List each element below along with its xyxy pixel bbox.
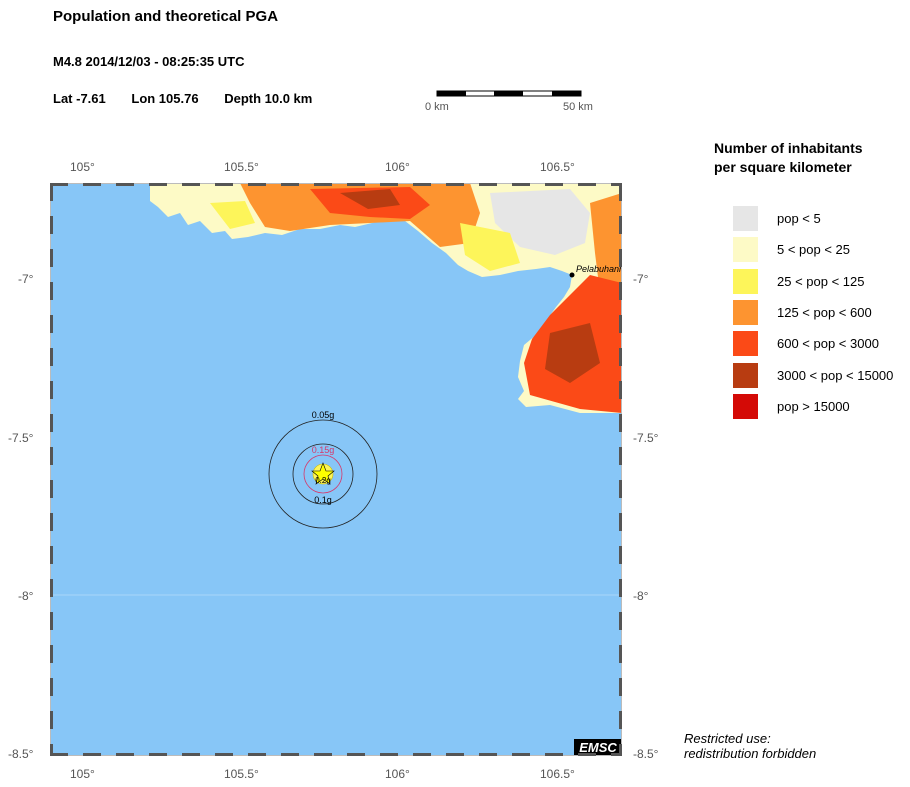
legend-title: Number of inhabitants per square kilomet… xyxy=(714,139,863,177)
legend-swatch xyxy=(733,300,758,325)
restricted-line2: redistribution forbidden xyxy=(684,746,817,761)
scale-end-label: 50 km xyxy=(563,101,593,113)
x-tick-top-106: 106° xyxy=(385,160,410,174)
y-tick-left-7: -7° xyxy=(18,272,34,286)
city-label: Pelabuhanratu xyxy=(576,264,622,274)
legend-title-line2: per square kilometer xyxy=(714,159,852,175)
x-tick-top-106-5: 106.5° xyxy=(540,160,575,174)
legend-label: 125 < pop < 600 xyxy=(777,305,872,320)
land-orange-east xyxy=(590,193,622,303)
pga-ring-inner xyxy=(303,454,343,494)
pga-label-core: 0.2g xyxy=(315,476,331,485)
map-frame xyxy=(50,183,622,756)
y-tick-right-7-5: -7.5° xyxy=(633,431,659,445)
y-tick-right-8-5: -8.5° xyxy=(633,747,659,761)
legend-label: 25 < pop < 125 xyxy=(777,274,865,289)
legend-title-line1: Number of inhabitants xyxy=(714,140,863,156)
y-tick-left-7-5: -7.5° xyxy=(8,431,34,445)
legend-swatch xyxy=(733,269,758,294)
credit-label: EMSC xyxy=(579,740,617,755)
x-tick-bottom-106: 106° xyxy=(385,767,410,781)
restricted-note: Restricted use: redistribution forbidden xyxy=(684,731,816,761)
x-tick-top-105-5: 105.5° xyxy=(224,160,259,174)
credit-badge xyxy=(574,739,622,756)
epicenter-star-icon xyxy=(311,462,335,485)
y-tick-left-8-5: -8.5° xyxy=(8,747,34,761)
x-tick-top-105: 105° xyxy=(70,160,95,174)
legend-label: 5 < pop < 25 xyxy=(777,242,851,257)
legend-swatch xyxy=(733,363,758,388)
legend-label: pop > 15000 xyxy=(777,399,850,414)
longitude-label: Lon 105.76 xyxy=(131,91,199,106)
depth-label: Depth 10.0 km xyxy=(224,91,313,106)
latitude-label: Lat -7.61 xyxy=(53,91,106,106)
restricted-line1: Restricted use: xyxy=(684,731,771,746)
y-tick-right-8: -8° xyxy=(633,589,649,603)
legend-swatch xyxy=(733,206,758,231)
legend-swatch xyxy=(733,331,758,356)
y-tick-left-8: -8° xyxy=(18,589,34,603)
land-dark-patch-2 xyxy=(545,323,600,383)
map-canvas: Pelabuhanratu 0.05g 0.15g 0.2g 0.1g EMSC xyxy=(50,183,622,756)
legend-label: pop < 5 xyxy=(777,211,821,226)
land-grey-patch xyxy=(490,189,590,255)
pga-label-outer: 0.05g xyxy=(312,410,335,420)
legend-swatch xyxy=(733,237,758,262)
scale-bar xyxy=(436,90,582,97)
legend-swatch xyxy=(733,394,758,419)
event-location: Lat -7.61 Lon 105.76 Depth 10.0 km xyxy=(53,91,334,106)
pga-ring-outer xyxy=(268,419,378,529)
pga-label-inner: 0.15g xyxy=(312,445,335,455)
y-tick-right-7: -7° xyxy=(633,272,649,286)
legend-label: 3000 < pop < 15000 xyxy=(777,368,894,383)
pga-ring-middle xyxy=(292,443,354,505)
land-yellow-patch xyxy=(460,223,520,271)
map-title: Population and theoretical PGA xyxy=(53,8,279,25)
city-marker xyxy=(569,272,575,278)
scale-start-label: 0 km xyxy=(425,101,449,113)
x-tick-bottom-106-5: 106.5° xyxy=(540,767,575,781)
x-tick-bottom-105: 105° xyxy=(70,767,95,781)
event-info: M4.8 2014/12/03 - 08:25:35 UTC xyxy=(53,54,245,69)
legend-label: 600 < pop < 3000 xyxy=(777,336,879,351)
sea-area xyxy=(50,183,622,756)
land-yellow-patch-2 xyxy=(210,201,255,229)
x-tick-bottom-105-5: 105.5° xyxy=(224,767,259,781)
land-dark-patch xyxy=(340,189,400,209)
pga-label-middle: 0.1g xyxy=(314,495,332,505)
